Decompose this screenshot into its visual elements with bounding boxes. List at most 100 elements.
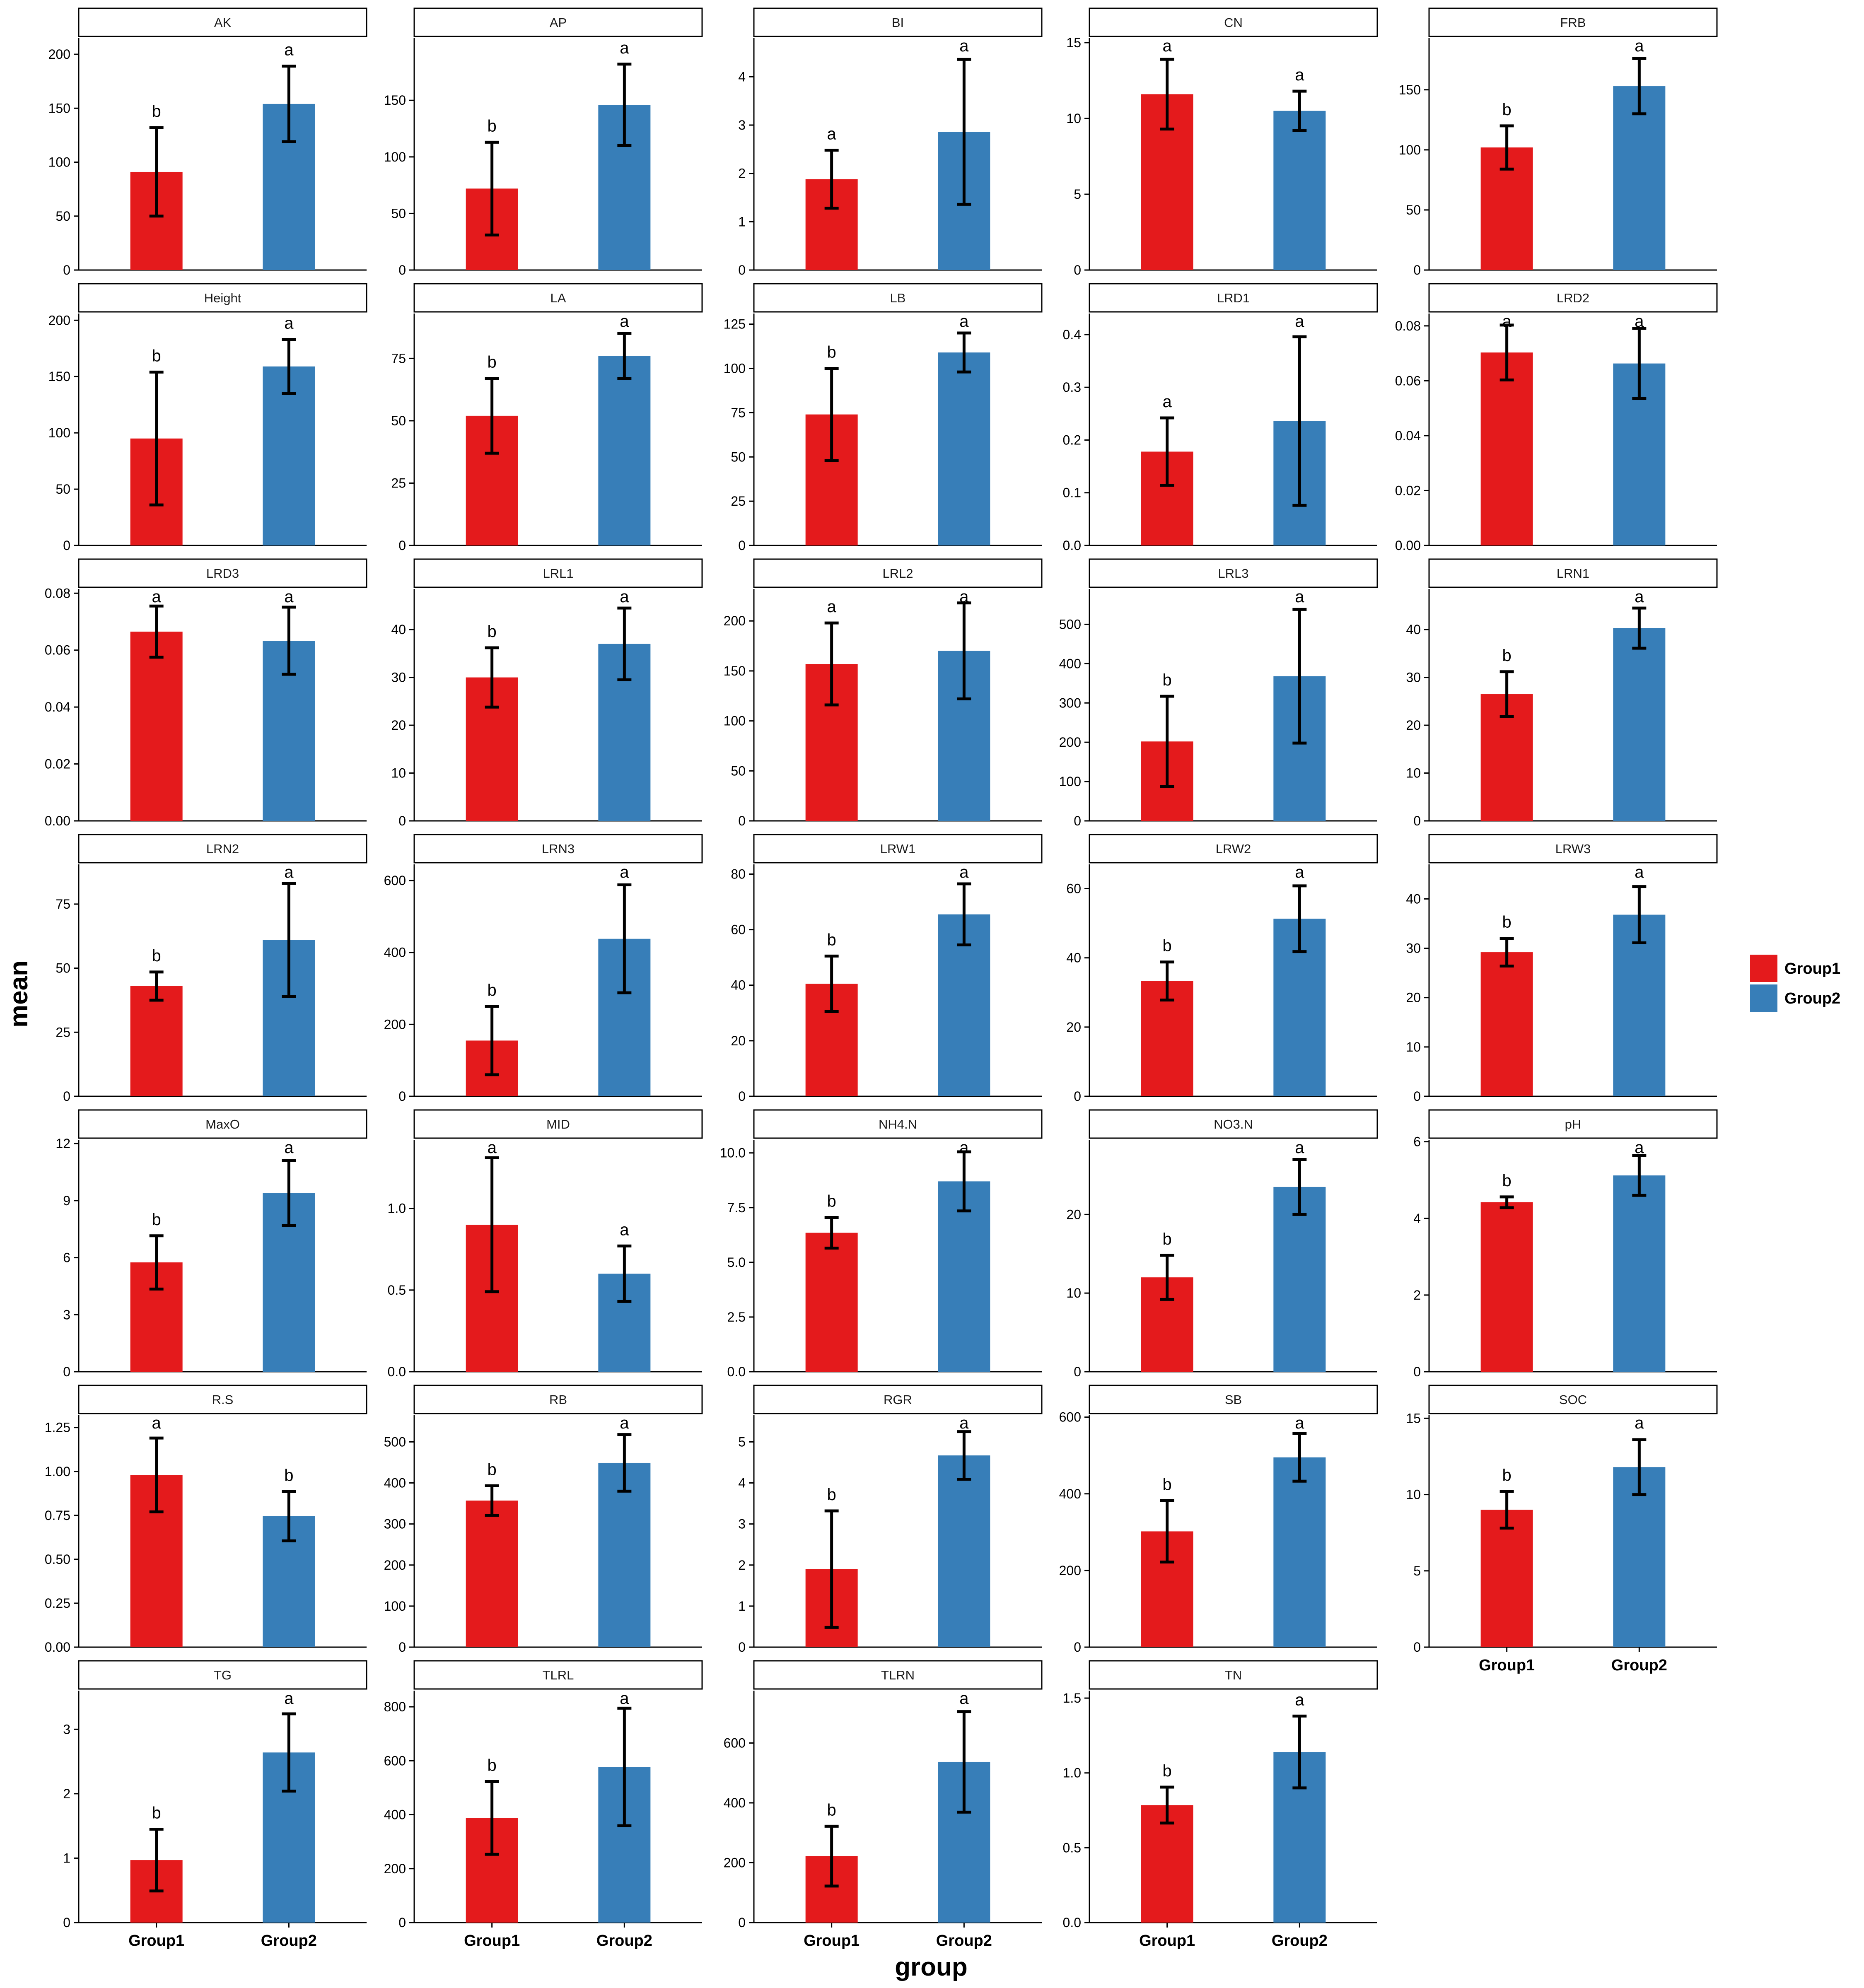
strip-label-lb: LB [890,291,906,305]
y-tick-label-sb: 0 [1074,1640,1081,1655]
y-tick-label-tlrl: 600 [384,1753,406,1768]
y-tick-label-cn: 5 [1074,187,1081,202]
strip-lrl1 [413,558,703,588]
y-tick-label-bi: 0 [738,263,746,277]
strip-label-soc: SOC [1559,1392,1587,1407]
significance-letter-no3-n-group2: a [1295,1139,1304,1157]
y-tick-label-rgr: 5 [738,1434,746,1449]
significance-letter-maxo-group1: b [152,1211,161,1229]
significance-letter-lrl3-group2: a [1295,588,1304,606]
y-tick-label-r-s: 1.00 [45,1464,70,1479]
strip-lrn3 [413,834,703,864]
y-tick-label-lrd3: 0.06 [45,643,70,658]
y-tick-label-lrd3: 0.02 [45,757,70,772]
strip-lrw3 [1428,834,1718,864]
y-tick-label-bi: 3 [738,118,746,133]
y-tick-label-cn: 0 [1074,263,1081,277]
bar-lrd2-group1 [1480,352,1533,545]
y-tick-label-lrd3: 0.04 [45,700,70,714]
bar-lrn1-group2 [1613,628,1666,821]
panel-lrl2: LRL2 0 50 100 150 200 a a [724,558,1043,828]
significance-letter-maxo-group2: a [284,1139,294,1157]
y-tick-label-bi: 2 [738,166,746,181]
y-tick-label-ak: 50 [56,209,70,224]
strip-label-maxo: MaxO [205,1117,240,1132]
panel-la: LA 0 25 50 75 b a [391,283,703,553]
significance-letter-lrl3-group1: b [1163,671,1172,689]
panel-ph: pH 0 2 4 6 b a [1413,1109,1718,1379]
y-tick-label-lrw1: 20 [731,1033,746,1048]
strip-label-lrn3: LRN3 [542,842,575,856]
significance-letter-no3-n-group1: b [1163,1230,1172,1248]
strip-ak [78,7,367,37]
strip-label-lrd2: LRD2 [1557,291,1589,305]
y-tick-label-rb: 0 [398,1640,406,1655]
panel-height: Height 0 50 100 150 200 b a [48,283,367,553]
y-tick-label-soc: 5 [1413,1563,1421,1578]
strip-label-r-s: R.S [212,1392,234,1407]
legend-swatch-group1 [1750,955,1777,982]
strip-la [413,283,703,313]
bar-rgr-group2 [938,1455,990,1647]
strip-label-bi: BI [892,15,904,30]
strip-label-lrd1: LRD1 [1217,291,1250,305]
y-tick-label-soc: 10 [1406,1487,1421,1502]
bar-ph-group1 [1480,1202,1533,1372]
strip-rgr [753,1385,1043,1414]
strip-r-s [78,1385,367,1414]
y-tick-label-tg: 0 [63,1915,70,1930]
significance-letter-lrd2-group2: a [1635,312,1644,331]
significance-letter-tlrl-group1: b [488,1756,497,1774]
significance-letter-frb-group2: a [1635,37,1644,55]
significance-letter-lrn1-group2: a [1635,588,1644,606]
y-tick-label-mid: 0.0 [388,1364,406,1379]
y-tick-label-lb: 75 [731,405,746,420]
y-tick-label-lrw1: 0 [738,1089,746,1104]
significance-letter-soc-group2: a [1635,1414,1644,1432]
y-tick-label-tn: 1.0 [1063,1766,1081,1781]
chart-panels: AK050100150200baAP050100150baBI01234aaCN… [45,7,1718,1949]
x-tick-label-tg: Group1 [128,1932,184,1949]
y-tick-label-lrn1: 20 [1406,718,1421,733]
bar-cn-group2 [1273,111,1326,270]
panel-lrw3: LRW3 0 10 20 30 40 b a [1406,834,1718,1104]
panel-frb: FRB 0 50 100 150 b a [1399,7,1718,277]
y-tick-label-maxo: 0 [63,1364,70,1379]
y-tick-label-lrd1: 0.0 [1063,538,1081,553]
significance-letter-lb-group2: a [959,312,969,331]
panel-lrw1: LRW1 0 20 40 60 80 b a [731,834,1043,1104]
strip-tg [78,1660,367,1690]
significance-letter-lrw2-group1: b [1163,937,1172,955]
y-tick-label-lrd2: 0.02 [1395,483,1421,498]
y-tick-label-tlrn: 0 [738,1915,746,1930]
panel-tg: TG 0 1 2 3 b a Group1 Group2 [63,1660,367,1949]
y-tick-label-r-s: 0.00 [45,1640,70,1655]
bar-nh4-n-group2 [938,1181,990,1372]
y-tick-label-lrl3: 500 [1059,617,1081,632]
bar-tn-group1 [1141,1805,1193,1923]
significance-letter-r-s-group1: a [152,1414,162,1432]
significance-letter-cn-group1: a [1163,37,1172,55]
strip-label-height: Height [204,291,241,305]
bar-height-group2 [263,366,315,545]
strip-lrw2 [1089,834,1378,864]
bar-rb-group2 [598,1462,651,1647]
significance-letter-rgr-group2: a [959,1414,969,1432]
y-tick-label-ak: 150 [48,101,70,116]
x-axis-title: group [895,1953,968,1981]
y-tick-label-lrd1: 0.3 [1063,380,1081,395]
y-tick-label-r-s: 0.25 [45,1596,70,1611]
legend-label-group2: Group2 [1784,990,1840,1007]
panel-lrn1: LRN1 0 10 20 30 40 b a [1406,558,1718,828]
y-tick-label-ap: 0 [398,263,406,277]
y-tick-label-height: 0 [63,538,70,553]
significance-letter-sb-group2: a [1295,1414,1304,1432]
significance-letter-tg-group2: a [284,1689,294,1708]
y-tick-label-lrl1: 20 [391,718,406,733]
y-tick-label-ph: 2 [1413,1288,1421,1303]
y-tick-label-lrn1: 10 [1406,766,1421,781]
strip-lrd3 [78,558,367,588]
y-tick-label-ak: 200 [48,47,70,62]
significance-letter-ph-group2: a [1635,1139,1644,1157]
strip-label-ph: pH [1565,1117,1582,1132]
